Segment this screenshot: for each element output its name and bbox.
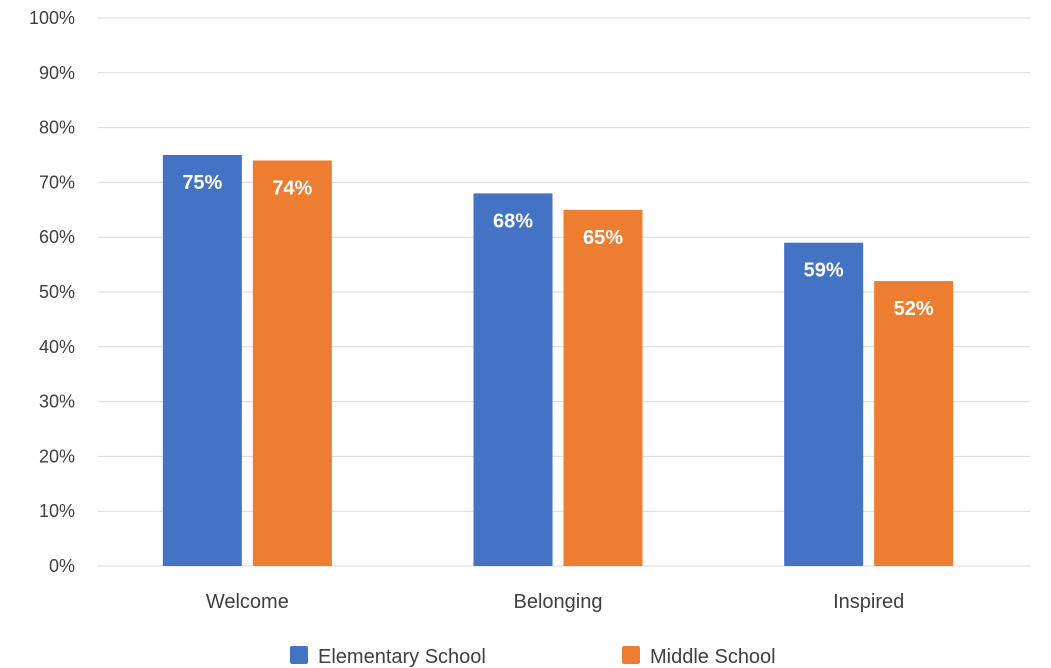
y-tick-label: 0% bbox=[49, 556, 75, 576]
bar bbox=[162, 155, 242, 566]
x-category-label: Inspired bbox=[833, 591, 904, 613]
x-category-label: Belonging bbox=[514, 591, 603, 613]
y-tick-label: 50% bbox=[39, 282, 75, 302]
y-tick-label: 90% bbox=[39, 63, 75, 83]
y-tick-label: 100% bbox=[29, 8, 75, 28]
legend-label: Elementary School bbox=[318, 646, 486, 668]
data-label: 68% bbox=[493, 210, 533, 232]
y-tick-label: 40% bbox=[39, 337, 75, 357]
bar bbox=[874, 281, 954, 566]
legend-swatch bbox=[290, 646, 308, 664]
data-label: 75% bbox=[182, 172, 222, 194]
legend-label: Middle School bbox=[650, 646, 776, 668]
legend-swatch bbox=[622, 646, 640, 664]
bar bbox=[563, 209, 643, 567]
y-tick-label: 80% bbox=[39, 118, 75, 138]
data-labels: 75% 74% 68% 65% 59% 52% bbox=[182, 172, 934, 320]
bar bbox=[473, 193, 553, 567]
data-label: 52% bbox=[894, 298, 934, 320]
y-axis-ticks: 0% 10% 20% 30% 40% 50% 60% 70% 80% 90% 100% bbox=[29, 8, 75, 576]
data-label: 74% bbox=[272, 177, 312, 199]
data-label: 65% bbox=[583, 227, 623, 249]
bars bbox=[162, 155, 954, 567]
y-tick-label: 70% bbox=[39, 172, 75, 192]
x-category-label: Welcome bbox=[206, 591, 289, 613]
y-tick-label: 30% bbox=[39, 392, 75, 412]
x-axis-categories: Welcome Belonging Inspired bbox=[206, 591, 904, 613]
bar bbox=[252, 160, 332, 567]
legend: Elementary School Middle School bbox=[290, 646, 776, 668]
data-label: 59% bbox=[804, 260, 844, 282]
y-tick-label: 10% bbox=[39, 501, 75, 521]
y-tick-label: 20% bbox=[39, 446, 75, 466]
bar bbox=[784, 242, 864, 566]
y-tick-label: 60% bbox=[39, 227, 75, 247]
